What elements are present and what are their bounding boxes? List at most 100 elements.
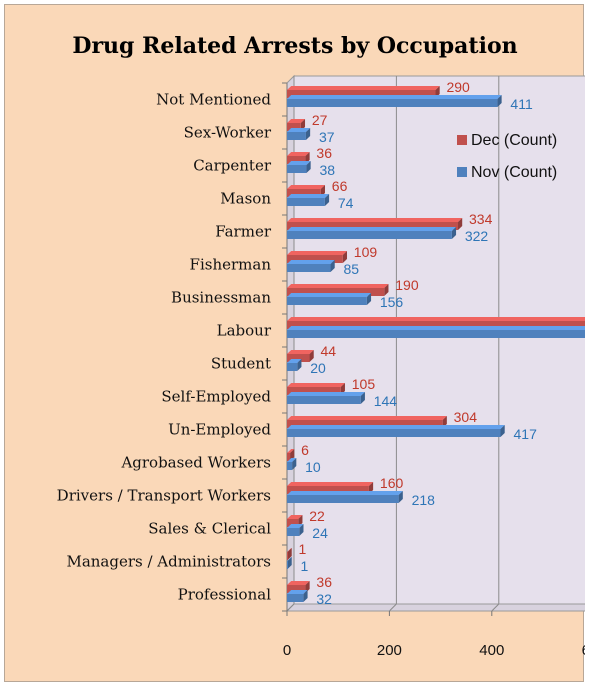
bar-side-face: [299, 524, 304, 536]
bar-top-face: [287, 293, 372, 297]
plot-back-wall: [293, 75, 585, 605]
legend-entry: Nov (Count): [471, 164, 557, 181]
bar-top-face: [287, 251, 348, 255]
data-label: 417: [514, 426, 538, 442]
data-label: 36: [316, 574, 332, 590]
data-label: 411: [510, 96, 533, 112]
category-label: Businessman: [171, 289, 271, 307]
bar-top-face: [287, 425, 505, 429]
bar-top-face: [287, 152, 310, 156]
bar-side-face: [497, 95, 502, 107]
bar-top-face: [287, 383, 345, 387]
bar-side-face: [297, 359, 302, 371]
data-label: 6: [301, 442, 309, 458]
bar-top-face: [287, 482, 374, 486]
bar-side-face: [287, 557, 292, 569]
chart-frame: Drug Related Arrests by Occupation 0 200 4…: [4, 4, 585, 682]
category-label: Managers / Administrators: [66, 553, 271, 571]
bar: [287, 486, 369, 494]
x-tick-label: 200: [377, 642, 402, 659]
bar-side-face: [287, 548, 292, 560]
bar: [287, 363, 298, 371]
data-label: 1: [299, 541, 307, 557]
bar-top-face: [287, 227, 457, 231]
data-label: 1: [301, 558, 309, 574]
legend-entry: Dec (Count): [471, 132, 557, 149]
data-label: 144: [374, 393, 398, 409]
data-label: 22: [309, 508, 325, 524]
data-label: 44: [321, 343, 337, 359]
bar: [287, 552, 288, 560]
bar-top-face: [287, 86, 440, 90]
data-label: 37: [319, 129, 335, 145]
data-label: 304: [454, 409, 478, 425]
bar-top-face: [287, 119, 306, 123]
bar-top-face: [287, 284, 389, 288]
bar: [287, 519, 299, 527]
bar-top-face: [287, 548, 292, 552]
bar-top-face: [287, 491, 403, 495]
bar-top-face: [287, 161, 311, 165]
bar-top-face: [287, 557, 292, 561]
bar: [287, 222, 459, 230]
bar-top-face: [287, 416, 447, 420]
category-label: Self-Employed: [161, 388, 271, 406]
legend-swatch: [457, 167, 467, 177]
category-label: Sales & Clerical: [148, 520, 271, 538]
bar-top-face: [287, 128, 311, 132]
bar-top-face: [287, 449, 295, 453]
bar-chart: 02004006008001000Not MentionedSex-Worker…: [57, 74, 585, 659]
bar: [287, 462, 293, 470]
data-label: 218: [412, 492, 436, 508]
bar-top-face: [287, 350, 314, 354]
bar-side-face: [384, 284, 389, 296]
bar-top-face: [287, 95, 502, 99]
bar-side-face: [451, 227, 457, 239]
bar: [287, 528, 300, 536]
bar: [287, 231, 452, 239]
bar: [287, 396, 361, 404]
bar: [287, 429, 501, 437]
bar-side-face: [360, 392, 365, 404]
bar-side-face: [292, 458, 297, 470]
gridline-depth: [286, 603, 295, 612]
bar-side-face: [306, 161, 311, 173]
bar: [287, 132, 306, 140]
data-label: 290: [446, 79, 470, 95]
chart-title: Drug Related Arrests by Occupation: [72, 33, 518, 59]
data-label: 156: [380, 294, 404, 310]
bar-side-face: [458, 218, 463, 230]
bar: [287, 99, 498, 107]
bar: [287, 321, 585, 329]
data-label: 105: [352, 376, 376, 392]
bar: [287, 156, 306, 164]
bar-top-face: [287, 581, 310, 585]
bar-top-face: [287, 218, 463, 222]
category-label: Farmer: [215, 223, 272, 241]
category-label: Professional: [178, 586, 272, 604]
bar-side-face: [324, 194, 330, 206]
gridline-depth: [491, 603, 500, 612]
bar: [287, 354, 310, 362]
category-label: Fisherman: [190, 256, 272, 274]
data-label: 109: [354, 244, 378, 260]
bar-top-face: [287, 359, 302, 363]
bar-top-face: [287, 524, 304, 528]
bar-top-face: [287, 317, 585, 321]
bar: [287, 165, 307, 173]
bar-side-face: [398, 491, 403, 503]
category-label: Agrobased Workers: [120, 454, 271, 472]
bar: [287, 495, 399, 503]
data-label: 74: [338, 195, 354, 211]
category-label: Un-Employed: [168, 421, 271, 439]
bar: [287, 594, 304, 602]
bar: [287, 90, 436, 98]
gridline-depth: [389, 603, 397, 612]
category-label: Labour: [217, 322, 272, 340]
bar: [287, 330, 585, 338]
data-label: 20: [310, 360, 326, 376]
bar: [287, 585, 306, 593]
x-tick-label: 0: [283, 642, 291, 659]
bar-top-face: [287, 185, 325, 189]
bar: [287, 387, 341, 395]
